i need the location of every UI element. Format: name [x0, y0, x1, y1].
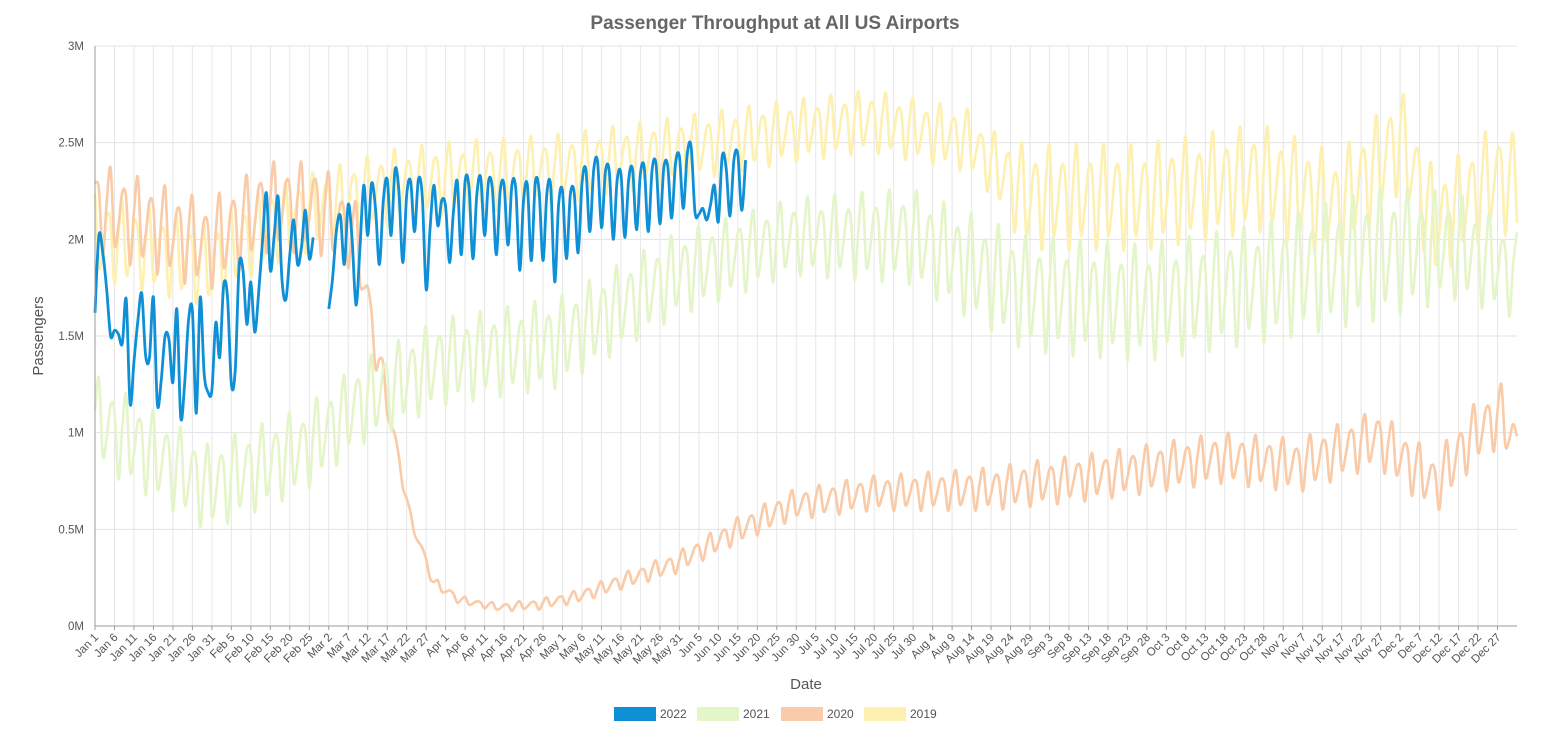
axes — [94, 46, 1517, 630]
series-line-2022 — [327, 140, 747, 310]
series-2020 — [93, 160, 1519, 613]
y-axis-title: Passengers — [30, 296, 47, 375]
legend-label: 2019 — [910, 707, 937, 721]
y-tick-label: 1M — [68, 428, 84, 440]
series-lines — [93, 89, 1519, 613]
legend: 2022 2021 2020 2019 — [614, 707, 937, 721]
legend-item-2020: 2020 — [781, 707, 854, 721]
series-line-2022 — [93, 191, 315, 422]
legend-swatch — [864, 707, 906, 721]
series-line-2019 — [93, 89, 1519, 306]
series-2019 — [93, 89, 1519, 306]
x-axis-title: Date — [790, 676, 822, 693]
y-tick-label: 2M — [68, 234, 84, 246]
chart-title: Passenger Throughput at All US Airports — [590, 13, 959, 34]
legend-item-2022: 2022 — [614, 707, 687, 721]
series-line-2021 — [93, 186, 1519, 529]
legend-label: 2022 — [660, 707, 687, 721]
legend-swatch — [614, 707, 656, 721]
y-tick-label: 1.5M — [58, 331, 84, 343]
y-axis-ticks: 0M 0.5M 1M 1.5M 2M 2.5M 3M — [58, 41, 84, 633]
series-2022 — [93, 140, 747, 422]
y-tick-label: 3M — [68, 41, 84, 53]
y-tick-label: 0M — [68, 621, 84, 633]
legend-item-2021: 2021 — [697, 707, 770, 721]
series-line-2020 — [93, 160, 1519, 613]
legend-label: 2020 — [827, 707, 854, 721]
legend-swatch — [697, 707, 739, 721]
legend-label: 2021 — [743, 707, 770, 721]
legend-item-2019: 2019 — [864, 707, 937, 721]
y-tick-label: 0.5M — [58, 524, 84, 536]
y-tick-label: 2.5M — [58, 138, 84, 150]
series-2021 — [93, 186, 1519, 529]
legend-swatch — [781, 707, 823, 721]
